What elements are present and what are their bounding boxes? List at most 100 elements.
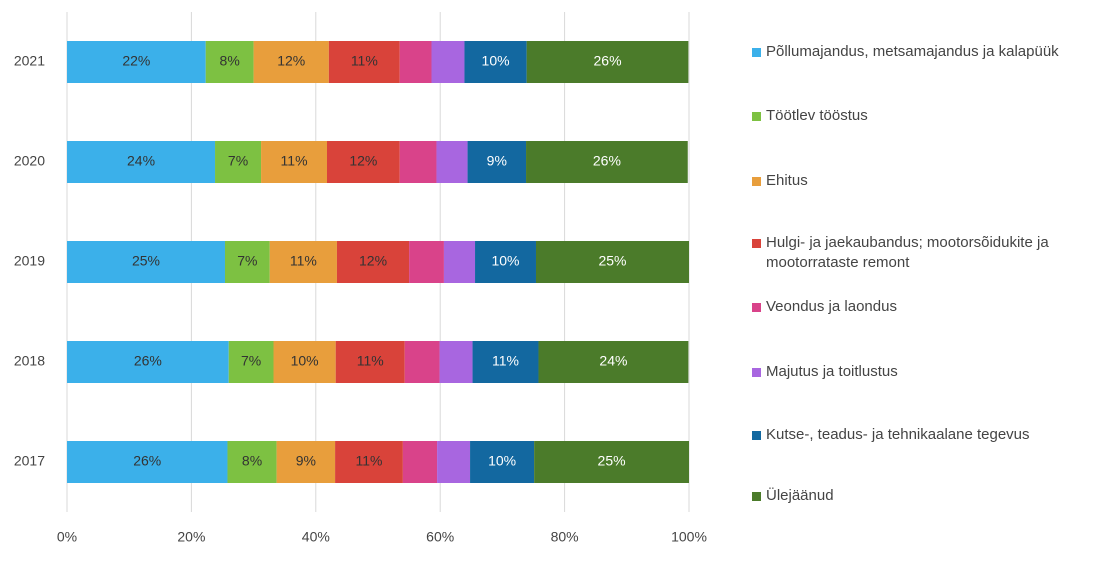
x-tick-label: 20% bbox=[177, 529, 205, 545]
bar-segment bbox=[328, 41, 400, 83]
data-label: 11% bbox=[281, 153, 308, 169]
bar-segment bbox=[526, 141, 688, 183]
bar-segment bbox=[439, 341, 473, 383]
x-tick-label: 40% bbox=[302, 529, 330, 545]
data-label: 26% bbox=[134, 353, 162, 369]
legend-label: Ehitus bbox=[766, 172, 808, 189]
bar-segment bbox=[276, 441, 336, 483]
bar-segment bbox=[67, 441, 228, 483]
data-label: 11% bbox=[351, 53, 378, 69]
data-label: 7% bbox=[237, 253, 257, 269]
legend-item: Majutus ja toitlustus bbox=[752, 362, 1104, 382]
data-label: 25% bbox=[132, 253, 160, 269]
bar-segment bbox=[67, 41, 206, 83]
bar-segment bbox=[409, 241, 444, 283]
legend-label: Põllumajandus, metsamajandus ja kalapüük bbox=[766, 43, 1059, 60]
legend-label: Ülejäänud bbox=[766, 487, 834, 504]
data-label: 11% bbox=[492, 353, 519, 369]
legend-swatch bbox=[752, 239, 761, 248]
data-label: 11% bbox=[357, 353, 384, 369]
bar-segment bbox=[472, 341, 539, 383]
data-label: 24% bbox=[127, 153, 155, 169]
bar-segment bbox=[464, 41, 527, 83]
bar-segment bbox=[205, 41, 254, 83]
bar-segment bbox=[470, 441, 535, 483]
bar-segment bbox=[227, 441, 277, 483]
x-tick-label: 100% bbox=[671, 529, 707, 545]
bar-segment bbox=[431, 41, 465, 83]
data-label: 8% bbox=[220, 53, 240, 69]
bar-segment bbox=[67, 141, 216, 183]
legend-swatch bbox=[752, 177, 761, 186]
data-label: 8% bbox=[242, 453, 262, 469]
bar-segment bbox=[538, 341, 689, 383]
bar-segment bbox=[228, 341, 274, 383]
legend-label: Töötlev tööstus bbox=[766, 107, 868, 124]
data-label: 26% bbox=[593, 153, 621, 169]
legend-swatch bbox=[752, 48, 761, 57]
legend-swatch bbox=[752, 492, 761, 501]
y-tick-label: 2018 bbox=[14, 353, 45, 369]
y-tick-label: 2017 bbox=[14, 453, 45, 469]
x-tick-label: 0% bbox=[57, 529, 77, 545]
bar-segment bbox=[215, 141, 262, 183]
legend-item: Kutse-, teadus- ja tehnikaalane tegevus bbox=[752, 425, 1104, 445]
bar-segment bbox=[402, 441, 438, 483]
bar-segment bbox=[404, 341, 440, 383]
chart: 0% 20% 40% 60% 80% 100% 2021 22% 8% 12% 11% 10% 26% 2… bbox=[14, 12, 707, 545]
data-label: 9% bbox=[487, 153, 507, 169]
legend-swatch bbox=[752, 368, 761, 377]
data-label: 7% bbox=[241, 353, 261, 369]
bar-segment bbox=[475, 241, 536, 283]
y-tick-label: 2021 bbox=[14, 53, 45, 69]
bar-segment bbox=[335, 441, 403, 483]
legend-item: Töötlev tööstus bbox=[752, 106, 1104, 126]
legend-swatch bbox=[752, 431, 761, 440]
bar-segment bbox=[399, 141, 437, 183]
data-label: 9% bbox=[296, 453, 316, 469]
data-label: 25% bbox=[598, 453, 626, 469]
legend-label: Majutus ja toitlustus bbox=[766, 363, 898, 380]
legend-item: Ehitus bbox=[752, 171, 1104, 191]
legend-item: Põllumajandus, metsamajandus ja kalapüük bbox=[752, 42, 1104, 62]
bar-segment bbox=[437, 441, 471, 483]
x-tick-label: 80% bbox=[551, 529, 579, 545]
bar-segment bbox=[526, 41, 689, 83]
bar-segment bbox=[261, 141, 327, 183]
bar-segment bbox=[336, 241, 410, 283]
bar-segment bbox=[269, 241, 337, 283]
bar-segment bbox=[67, 241, 225, 283]
bar-segment bbox=[273, 341, 336, 383]
data-label: 7% bbox=[228, 153, 248, 169]
legend-item: Veondus ja laondus bbox=[752, 297, 1104, 317]
legend-label: Hulgi- ja jaekaubandus; mootorsõidukite … bbox=[766, 234, 1049, 271]
bar-segment bbox=[399, 41, 432, 83]
data-label: 11% bbox=[355, 453, 382, 469]
bar-segment bbox=[534, 441, 689, 483]
bar-segment bbox=[535, 241, 689, 283]
legend-swatch bbox=[752, 112, 761, 121]
bar-segment bbox=[335, 341, 405, 383]
data-label: 12% bbox=[349, 153, 377, 169]
bar-segment bbox=[436, 141, 468, 183]
bar-segment bbox=[67, 341, 229, 383]
data-label: 11% bbox=[290, 253, 317, 269]
data-label: 25% bbox=[598, 253, 626, 269]
data-label: 10% bbox=[291, 353, 319, 369]
data-label: 12% bbox=[359, 253, 387, 269]
x-tick-label: 60% bbox=[426, 529, 454, 545]
bar-segment bbox=[224, 241, 270, 283]
data-label: 12% bbox=[277, 53, 305, 69]
legend-label: Veondus ja laondus bbox=[766, 298, 897, 315]
bar-segment bbox=[467, 141, 527, 183]
legend-item: Hulgi- ja jaekaubandus; mootorsõidukite … bbox=[752, 233, 1104, 273]
legend-label: Kutse-, teadus- ja tehnikaalane tegevus bbox=[766, 426, 1030, 443]
legend-swatch bbox=[752, 303, 761, 312]
bar-segment bbox=[253, 41, 329, 83]
y-tick-label: 2020 bbox=[14, 153, 45, 169]
bar-segment bbox=[443, 241, 476, 283]
data-label: 10% bbox=[491, 253, 519, 269]
data-label: 26% bbox=[594, 53, 622, 69]
data-label: 22% bbox=[122, 53, 150, 69]
